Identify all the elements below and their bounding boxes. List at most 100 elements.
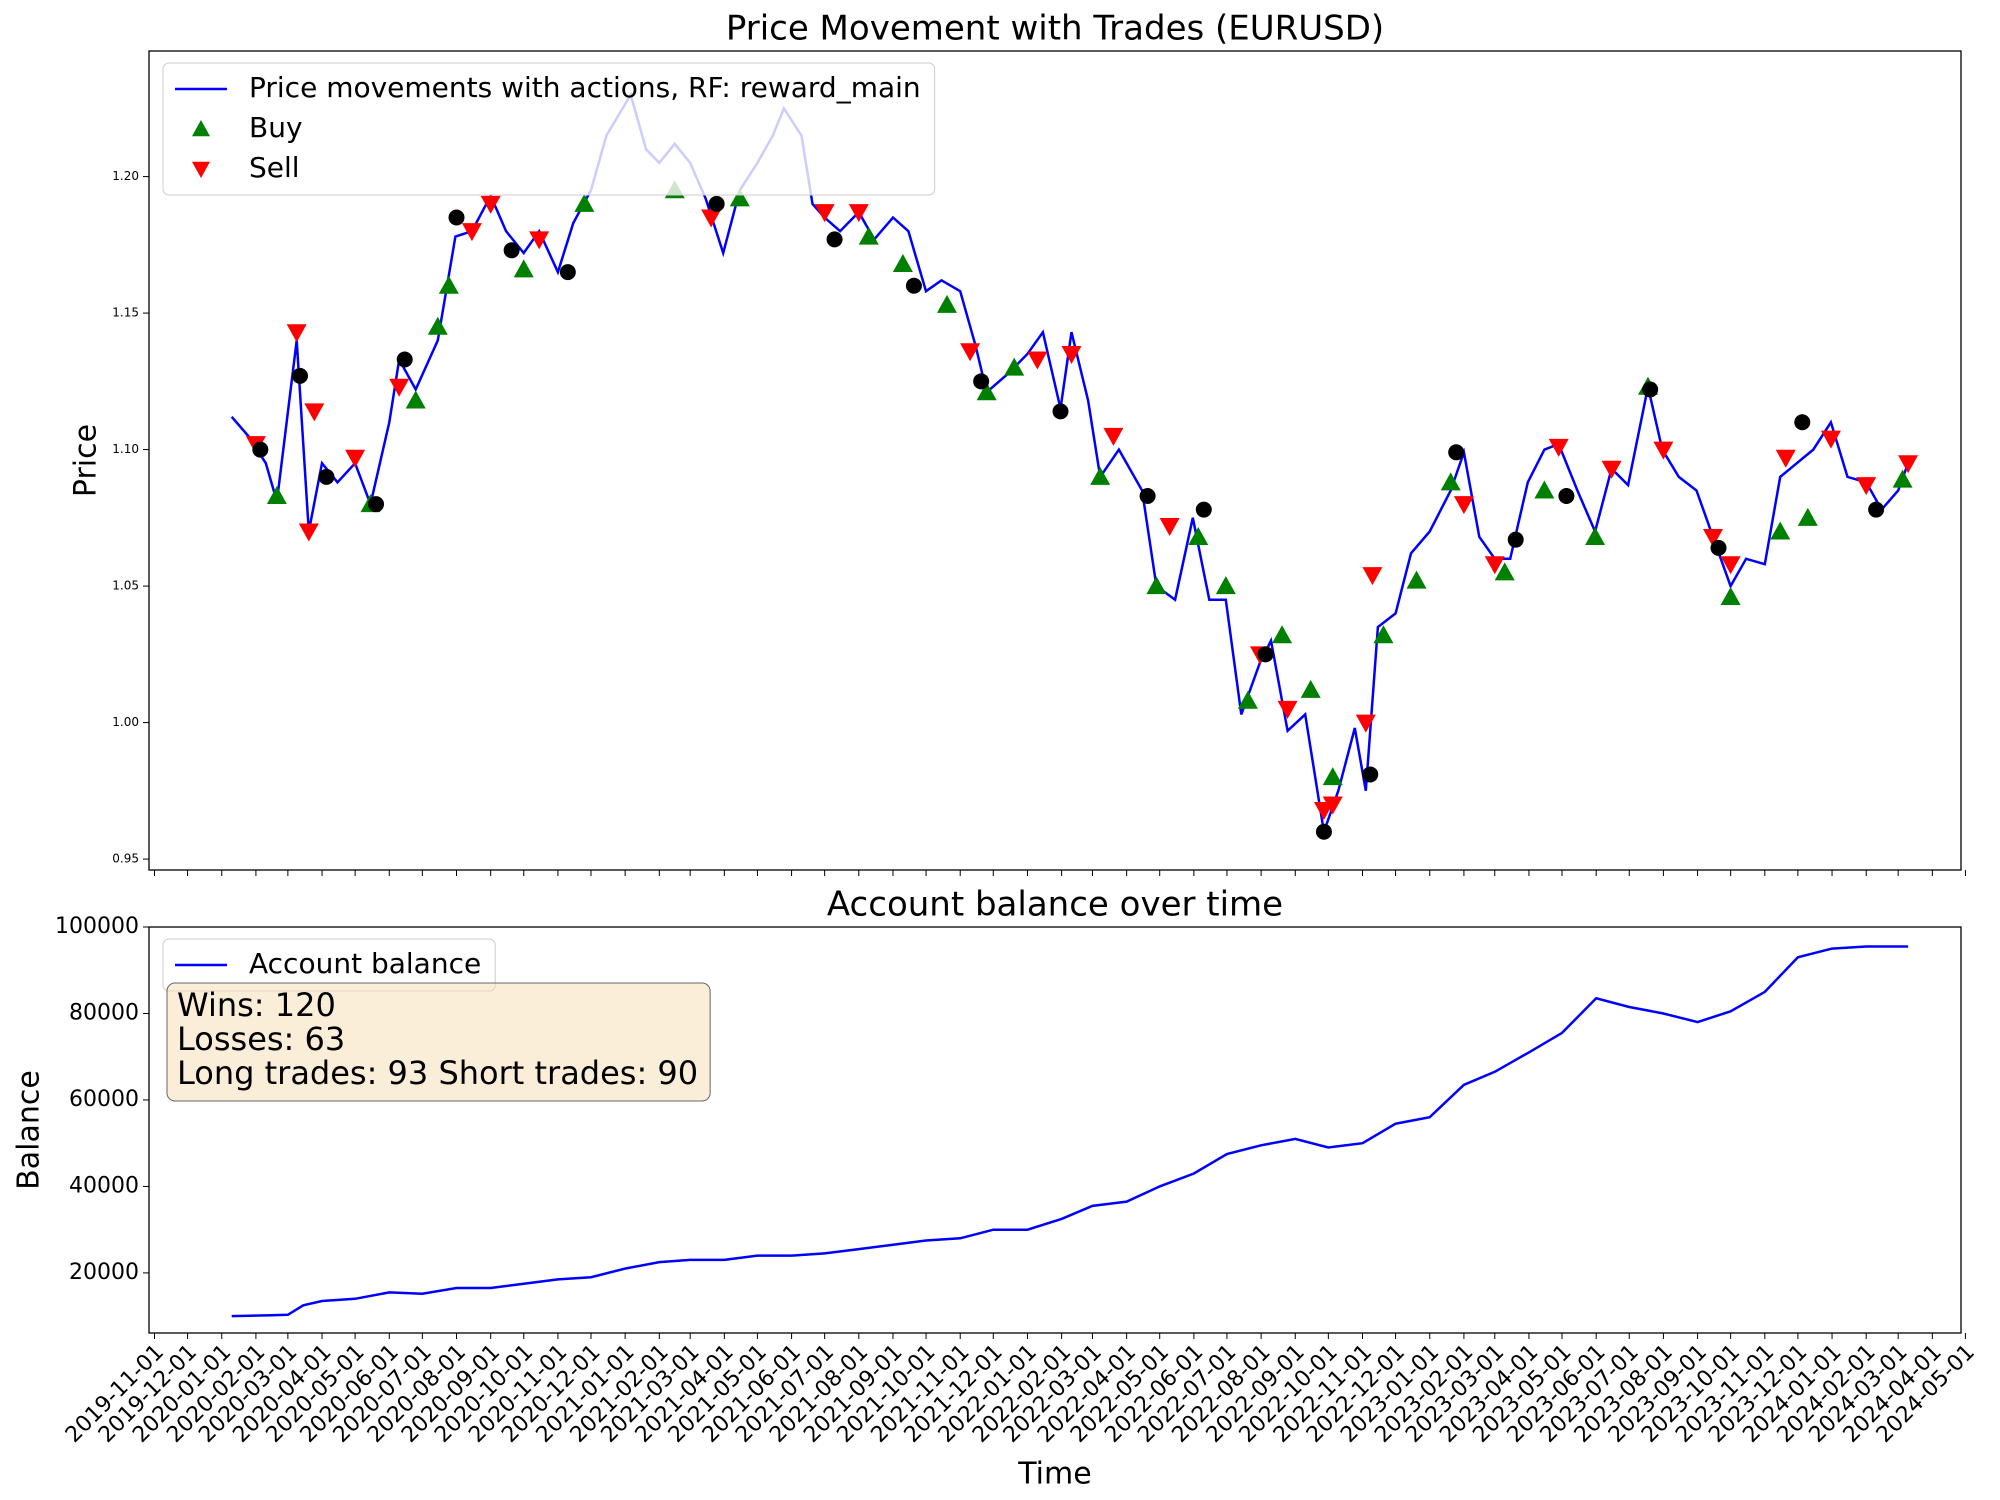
trade-marker (1534, 480, 1555, 499)
exit-point (1794, 414, 1811, 431)
trade-marker (461, 223, 482, 242)
exit-point (708, 195, 725, 212)
exit-point (1052, 403, 1069, 420)
trade-marker (1237, 690, 1258, 709)
trade-marker (1494, 562, 1515, 581)
trade-marker (1090, 466, 1111, 485)
y-tick-label: 1.10 (112, 442, 139, 456)
trade-marker (1322, 767, 1343, 786)
trade-marker (286, 324, 307, 343)
trade-marker (1770, 521, 1791, 540)
trade-marker (529, 231, 550, 250)
annotation-box (166, 982, 711, 1102)
y-tick-label: 60000 (69, 1087, 139, 1112)
axes-frame (148, 50, 1962, 871)
trade-marker (1601, 460, 1622, 479)
trade-marker (1027, 351, 1048, 370)
trade-marker (1856, 477, 1877, 496)
y-axis-label: Balance (12, 1070, 47, 1190)
trade-marker (976, 382, 997, 401)
trade-marker (858, 226, 879, 245)
y-tick-label: 1.00 (112, 715, 139, 729)
legend-label: Buy (249, 111, 303, 144)
trade-marker (1159, 518, 1180, 537)
y-tick-label: 40000 (69, 1173, 139, 1198)
y-tick-label: 80000 (69, 1000, 139, 1025)
exit-point (1315, 823, 1332, 840)
exit-point (368, 496, 385, 513)
series-line (231, 945, 1909, 1318)
trade-marker (1898, 455, 1919, 474)
plot-area (231, 945, 1909, 1318)
trade-marker (1215, 576, 1236, 595)
trade-marker (1272, 625, 1293, 644)
trade-marker (701, 209, 722, 228)
legend-label: Price movements with actions, RF: reward… (249, 71, 921, 104)
trade-marker (266, 485, 287, 504)
exit-point (1868, 501, 1885, 518)
trade-marker (1373, 625, 1394, 644)
chart-title: Price Movement with Trades (EURUSD) (726, 9, 1384, 49)
trade-marker (1775, 449, 1796, 468)
trade-marker (848, 204, 869, 223)
exit-point (1139, 487, 1156, 504)
trade-marker (1892, 469, 1913, 488)
annotation-text: Losses: 63 (177, 1020, 345, 1058)
y-tick-label: 20000 (69, 1260, 139, 1285)
trade-marker (1797, 507, 1818, 526)
exit-point (503, 242, 520, 259)
trade-marker (1355, 714, 1376, 733)
trade-marker (1653, 441, 1674, 460)
y-tick-label: 100000 (55, 914, 139, 939)
trade-marker (1146, 576, 1167, 595)
trade-marker (480, 195, 501, 214)
exit-point (1710, 539, 1727, 556)
trade-marker (1406, 570, 1427, 589)
trade-marker (1188, 526, 1209, 545)
exit-point (826, 231, 843, 248)
exit-point (1507, 531, 1524, 548)
chart-title: Account balance over time (827, 885, 1283, 925)
trade-marker (1362, 567, 1383, 586)
legend-marker (192, 161, 210, 178)
trade-marker (1720, 587, 1741, 605)
exit-point (559, 264, 576, 281)
exit-point (1558, 487, 1575, 504)
axes-frame (148, 926, 1962, 1334)
trade-marker (1277, 700, 1298, 719)
trade-marker (405, 390, 426, 409)
trade-marker (1720, 556, 1741, 575)
plot-area (230, 91, 1919, 840)
trade-marker (1103, 427, 1124, 446)
trade-marker (345, 449, 366, 468)
trade-marker (1440, 472, 1461, 491)
exit-point (1257, 646, 1274, 663)
x-axis-label: Time (1017, 1457, 1091, 1492)
exit-point (396, 351, 413, 368)
trade-marker (1585, 526, 1606, 545)
exit-point (318, 468, 335, 485)
trade-marker (1004, 357, 1025, 376)
exit-point (292, 367, 308, 384)
y-tick-label: 1.20 (112, 169, 139, 183)
annotation-text: Long trades: 93 Short trades: 90 (177, 1054, 698, 1092)
exit-point (1362, 766, 1379, 783)
annotation-text: Wins: 120 (177, 986, 336, 1024)
series-line (230, 91, 1910, 833)
trade-marker (1061, 346, 1082, 365)
trade-marker (304, 403, 325, 422)
trade-marker (1703, 528, 1724, 547)
exit-point (973, 373, 990, 390)
trade-marker (814, 204, 835, 223)
trade-marker (389, 378, 410, 397)
legend-label: Sell (249, 151, 300, 184)
y-tick-label: 0.95 (112, 852, 139, 866)
exit-point (1448, 444, 1465, 461)
legend (162, 62, 936, 196)
exit-point (1195, 501, 1212, 518)
trade-marker (1548, 438, 1569, 457)
exit-point (1642, 381, 1659, 398)
trade-marker (574, 193, 595, 212)
trade-marker (513, 259, 534, 278)
